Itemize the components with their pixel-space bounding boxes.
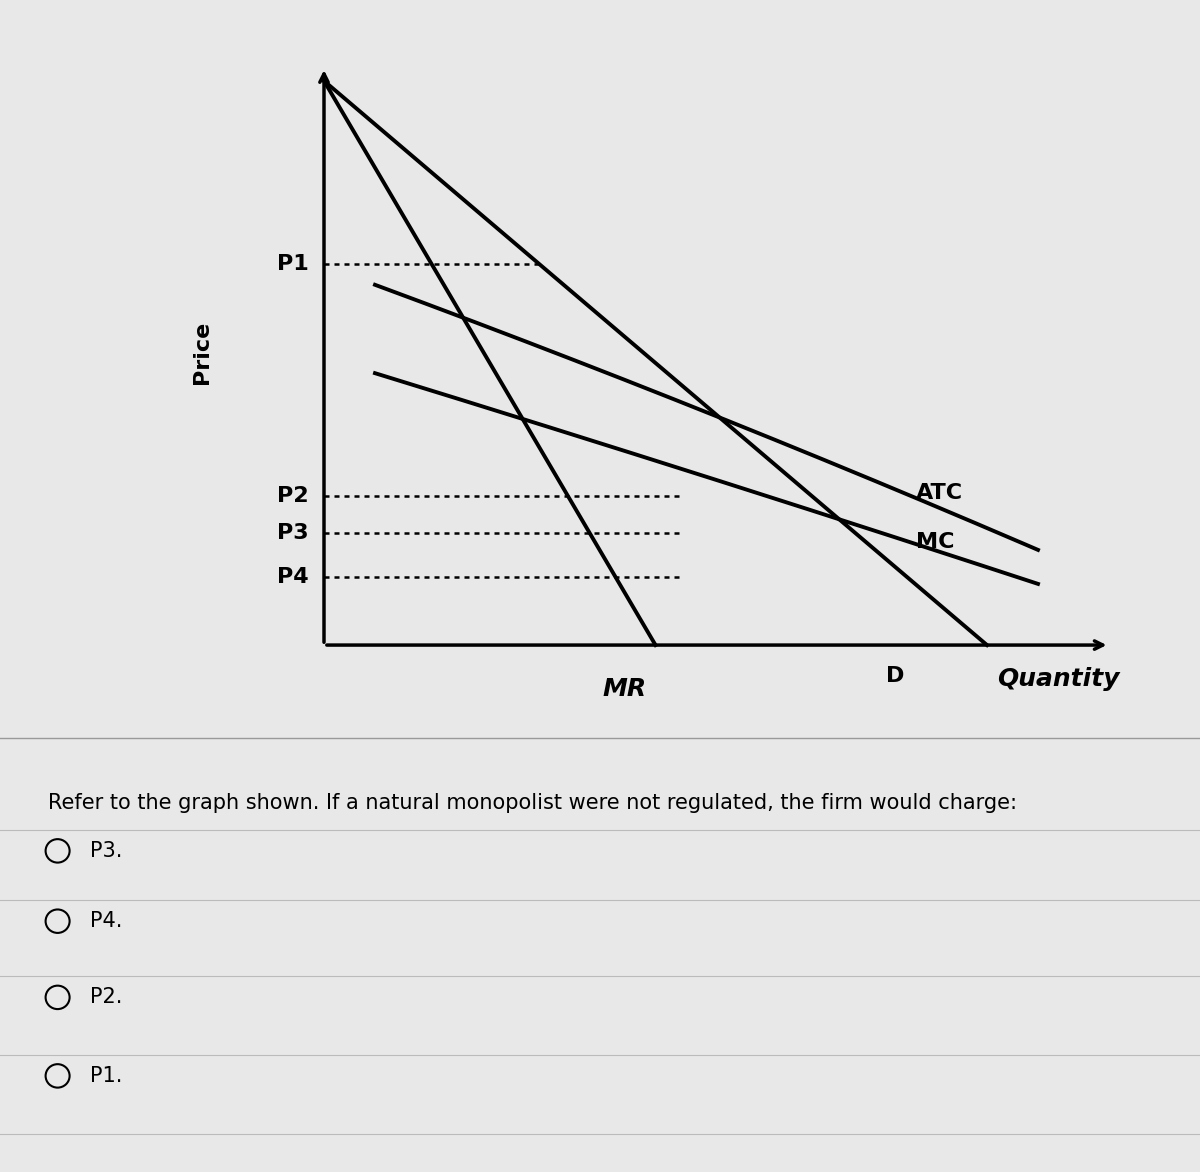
Text: P1.: P1. (90, 1065, 122, 1086)
Text: P2: P2 (277, 485, 308, 505)
Text: MC: MC (916, 532, 954, 552)
Text: P4: P4 (277, 567, 308, 587)
Text: Quantity: Quantity (997, 667, 1120, 691)
Text: P4.: P4. (90, 911, 122, 932)
Text: ATC: ATC (916, 483, 962, 504)
Text: Price: Price (192, 321, 211, 384)
Text: Refer to the graph shown. If a natural monopolist were not regulated, the firm w: Refer to the graph shown. If a natural m… (48, 792, 1018, 813)
Text: MR: MR (602, 677, 647, 701)
Text: P2.: P2. (90, 987, 122, 1008)
Text: D: D (886, 666, 905, 686)
Text: P3.: P3. (90, 840, 122, 861)
Text: P1: P1 (277, 254, 308, 274)
Text: P3: P3 (277, 523, 308, 543)
